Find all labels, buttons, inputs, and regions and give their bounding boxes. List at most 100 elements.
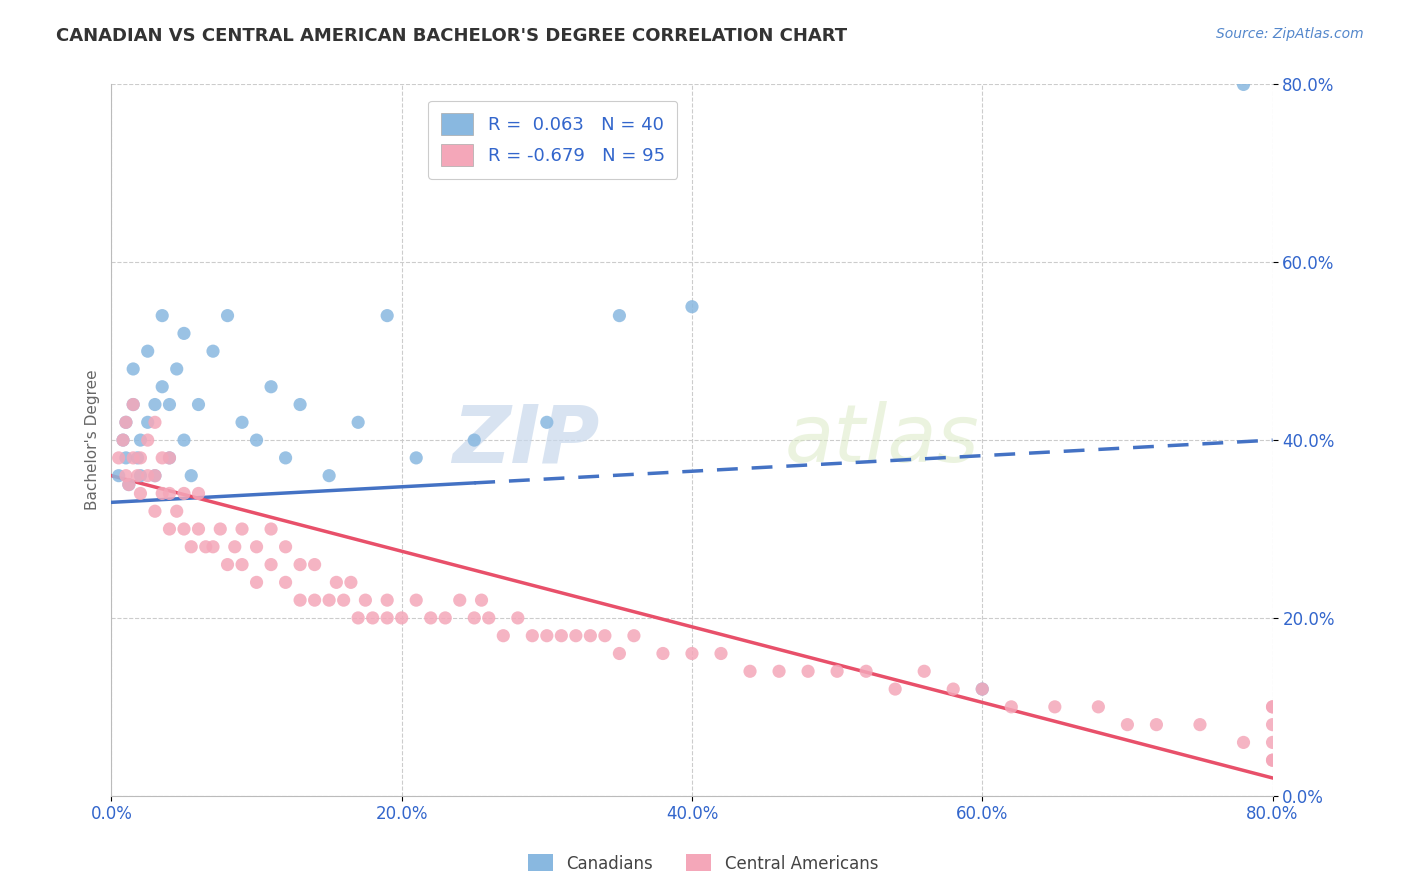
- Point: [536, 415, 558, 429]
- Point: [217, 309, 239, 323]
- Point: [972, 681, 994, 696]
- Legend: Canadians, Central Americans: Canadians, Central Americans: [522, 847, 884, 880]
- Point: [231, 558, 253, 572]
- Point: [231, 415, 253, 429]
- Point: [127, 468, 149, 483]
- Point: [260, 522, 283, 536]
- Point: [217, 558, 239, 572]
- Point: [122, 362, 145, 376]
- Point: [143, 398, 166, 412]
- Point: [1261, 699, 1284, 714]
- Point: [115, 415, 138, 429]
- Point: [1232, 735, 1254, 749]
- Point: [150, 486, 173, 500]
- Point: [260, 558, 283, 572]
- Point: [855, 665, 877, 679]
- Point: [825, 665, 848, 679]
- Point: [738, 665, 761, 679]
- Point: [209, 522, 232, 536]
- Point: [129, 450, 152, 465]
- Point: [180, 468, 202, 483]
- Point: [274, 540, 297, 554]
- Point: [332, 593, 354, 607]
- Point: [274, 450, 297, 465]
- Point: [375, 611, 398, 625]
- Point: [652, 647, 675, 661]
- Point: [194, 540, 217, 554]
- Point: [143, 468, 166, 483]
- Point: [136, 433, 159, 447]
- Point: [159, 450, 181, 465]
- Point: [325, 575, 347, 590]
- Point: [506, 611, 529, 625]
- Point: [942, 681, 965, 696]
- Point: [1188, 717, 1211, 731]
- Point: [173, 433, 195, 447]
- Point: [318, 593, 340, 607]
- Point: [681, 300, 703, 314]
- Point: [972, 681, 994, 696]
- Point: [231, 522, 253, 536]
- Point: [159, 450, 181, 465]
- Point: [288, 398, 311, 412]
- Point: [1261, 753, 1284, 767]
- Point: [579, 629, 602, 643]
- Point: [127, 450, 149, 465]
- Point: [478, 611, 501, 625]
- Point: [245, 433, 267, 447]
- Point: [202, 540, 225, 554]
- Point: [136, 468, 159, 483]
- Point: [912, 665, 935, 679]
- Point: [129, 433, 152, 447]
- Point: [187, 522, 209, 536]
- Point: [115, 450, 138, 465]
- Point: [143, 468, 166, 483]
- Point: [111, 433, 134, 447]
- Point: [1000, 699, 1022, 714]
- Point: [609, 309, 631, 323]
- Point: [463, 433, 485, 447]
- Point: [288, 558, 311, 572]
- Point: [1261, 753, 1284, 767]
- Point: [768, 665, 790, 679]
- Point: [159, 486, 181, 500]
- Point: [1261, 699, 1284, 714]
- Point: [609, 647, 631, 661]
- Legend: R =  0.063   N = 40, R = -0.679   N = 95: R = 0.063 N = 40, R = -0.679 N = 95: [427, 101, 678, 179]
- Point: [143, 415, 166, 429]
- Point: [354, 593, 377, 607]
- Point: [375, 593, 398, 607]
- Point: [492, 629, 515, 643]
- Point: [143, 504, 166, 518]
- Point: [347, 611, 370, 625]
- Point: [361, 611, 384, 625]
- Point: [405, 450, 427, 465]
- Point: [340, 575, 363, 590]
- Point: [434, 611, 457, 625]
- Point: [136, 344, 159, 359]
- Point: [419, 611, 441, 625]
- Point: [405, 593, 427, 607]
- Point: [150, 380, 173, 394]
- Point: [550, 629, 572, 643]
- Point: [288, 593, 311, 607]
- Point: [166, 362, 188, 376]
- Point: [166, 504, 188, 518]
- Point: [173, 326, 195, 341]
- Point: [1144, 717, 1167, 731]
- Point: [1043, 699, 1066, 714]
- Point: [245, 575, 267, 590]
- Point: [463, 611, 485, 625]
- Text: atlas: atlas: [785, 401, 980, 479]
- Point: [118, 477, 141, 491]
- Point: [522, 629, 544, 643]
- Point: [118, 477, 141, 491]
- Point: [304, 558, 326, 572]
- Point: [136, 415, 159, 429]
- Point: [122, 398, 145, 412]
- Point: [187, 486, 209, 500]
- Point: [470, 593, 492, 607]
- Point: [536, 629, 558, 643]
- Point: [1087, 699, 1109, 714]
- Point: [1232, 78, 1254, 92]
